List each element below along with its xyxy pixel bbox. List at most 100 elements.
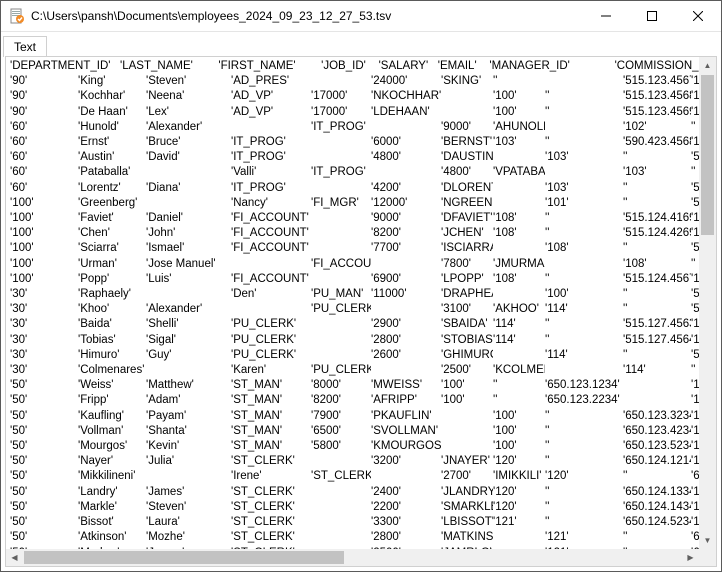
- cell: '108': [493, 272, 545, 287]
- cell: '100': [691, 74, 699, 89]
- cell: '': [691, 363, 699, 378]
- cell: 'FI_ACCOUNT': [231, 211, 311, 226]
- cell: 'Tobias': [78, 333, 146, 348]
- cell: '650.123.2234': [545, 393, 623, 408]
- scroll-down-icon[interactable]: ▼: [699, 532, 716, 549]
- horizontal-scrollbar[interactable]: ◀ ▶: [6, 549, 699, 566]
- data-row: '100''Popp''Luis''FI_ACCOUNT''6900''LPOP…: [10, 272, 695, 287]
- cell: 'ST_CLERK': [231, 454, 311, 469]
- cell: '100': [493, 409, 545, 424]
- data-row: '50''Atkinson''Mozhe''ST_CLERK''2800''MA…: [10, 530, 695, 545]
- cell: '100': [441, 378, 493, 393]
- cell: 'Raphaely': [78, 287, 146, 302]
- cell: 'ST_CLERK': [231, 485, 311, 500]
- cell: '': [545, 515, 623, 530]
- scroll-right-icon[interactable]: ▶: [682, 549, 699, 566]
- cell: '110': [691, 226, 699, 241]
- cell: '650.124.1214': [623, 454, 691, 469]
- data-row: '50''Weiss''Matthew''ST_MAN''8000''MWEIS…: [10, 378, 695, 393]
- cell: 'Ernst': [78, 135, 146, 150]
- cell: 'Valli': [231, 165, 311, 180]
- cell: '515.123.4568': [623, 89, 691, 104]
- cell: '': [623, 302, 691, 317]
- vertical-scrollbar[interactable]: ▲ ▼: [699, 57, 716, 549]
- cell: 'Greenberg': [78, 196, 146, 211]
- cell: 'IT_PROG': [231, 150, 311, 165]
- cell: '8200': [371, 226, 441, 241]
- cell: 'IT_PROG': [231, 181, 311, 196]
- cell: 'Landry': [78, 485, 146, 500]
- cell: '590.423.4568': [623, 135, 691, 150]
- cell: 'Mozhe': [146, 530, 231, 545]
- cell: '4800': [441, 165, 493, 180]
- tab-bar: Text: [1, 32, 721, 56]
- cell: '100': [493, 424, 545, 439]
- maximize-button[interactable]: [629, 1, 675, 31]
- cell: 'Nancy': [231, 196, 311, 211]
- cell: 'Sciarra': [78, 241, 146, 256]
- tab-text[interactable]: Text: [3, 36, 47, 57]
- cell: '2600': [371, 348, 441, 363]
- cell: '4800': [371, 150, 441, 165]
- cell: '7800': [441, 257, 493, 272]
- cell: 'Adam': [146, 393, 231, 408]
- cell: 'Julia': [146, 454, 231, 469]
- scrollbar-corner: [699, 549, 716, 566]
- data-row: '30''Khoo''Alexander''PU_CLERK''3100''AK…: [10, 302, 695, 317]
- cell: '50': [10, 378, 78, 393]
- cell: '104': [691, 135, 699, 150]
- cell: '60': [10, 135, 78, 150]
- cell: '': [623, 530, 691, 545]
- cell: '650.123.3234': [623, 409, 691, 424]
- cell: '4200': [371, 181, 441, 196]
- scroll-left-icon[interactable]: ◀: [6, 549, 23, 566]
- cell: '2800': [371, 530, 441, 545]
- close-button[interactable]: [675, 1, 721, 31]
- hscroll-thumb[interactable]: [24, 551, 344, 564]
- cell: 'Kochhar': [78, 89, 146, 104]
- cell: '108': [493, 226, 545, 241]
- data-row: '50''Mourgos''Kevin''ST_MAN''5800''KMOUR…: [10, 439, 695, 454]
- cell: '108': [623, 257, 691, 272]
- cell: '100': [545, 287, 623, 302]
- minimize-button[interactable]: [583, 1, 629, 31]
- cell: '103': [493, 135, 545, 150]
- cell: '60': [10, 181, 78, 196]
- cell: 'De Haan': [78, 105, 146, 120]
- cell: '100': [493, 105, 545, 120]
- cell: 'NGREENBE': [441, 196, 493, 211]
- vscroll-thumb[interactable]: [701, 75, 714, 235]
- cell: '': [691, 257, 699, 272]
- cell: '120': [493, 485, 545, 500]
- scroll-up-icon[interactable]: ▲: [699, 57, 716, 74]
- cell: '515.127.4562': [691, 302, 699, 317]
- cell: 'FI_ACCOUNT': [231, 241, 311, 256]
- cell: '': [623, 181, 691, 196]
- app-icon: [9, 8, 25, 24]
- cell: 'SVOLLMAN': [371, 424, 441, 439]
- cell: '515.127.4565': [691, 348, 699, 363]
- cell: '': [545, 317, 623, 332]
- cell: 'Mourgos': [78, 439, 146, 454]
- cell: '60': [10, 165, 78, 180]
- cell: '103': [545, 181, 623, 196]
- cell: '9000': [371, 211, 441, 226]
- cell: 'ST_MAN': [231, 439, 311, 454]
- cell: '6000': [371, 135, 441, 150]
- cell: '90': [10, 74, 78, 89]
- cell: 'Atkinson': [78, 530, 146, 545]
- cell: 'Lorentz': [78, 181, 146, 196]
- cell: 'Urman': [78, 257, 146, 272]
- cell: '3100': [441, 302, 493, 317]
- cell: 'IT_PROG': [311, 120, 371, 135]
- cell: '17000': [311, 89, 371, 104]
- cell: 'Karen': [231, 363, 311, 378]
- cell: '129': [691, 515, 699, 530]
- text-content[interactable]: 'DEPARTMENT_ID' 'LAST_NAME' 'FIRST_NAME'…: [6, 57, 699, 549]
- cell: '50': [10, 515, 78, 530]
- cell: 'Bissot': [78, 515, 146, 530]
- data-row: '50''Kaufling''Payam''ST_MAN''7900''PKAU…: [10, 409, 695, 424]
- cell: 'IT_PROG': [311, 165, 371, 180]
- data-row: '30''Colmenares''Karen''PU_CLERK''2500''…: [10, 363, 695, 378]
- cell: '100': [10, 226, 78, 241]
